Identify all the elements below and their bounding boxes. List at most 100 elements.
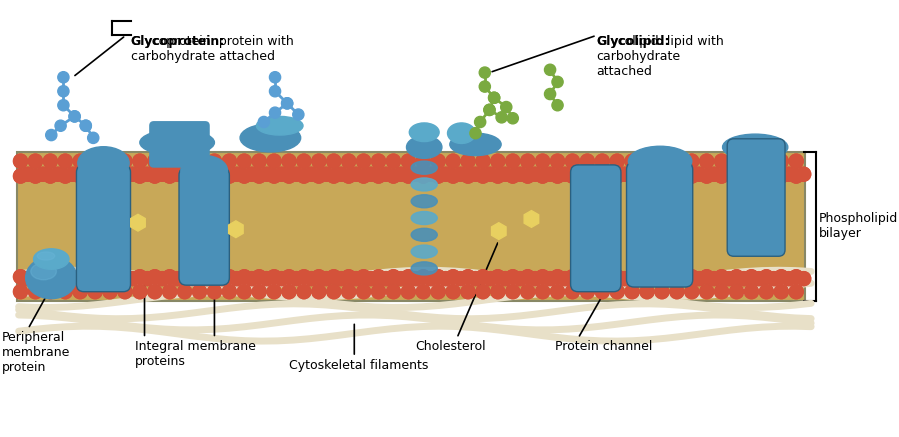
Circle shape xyxy=(498,167,512,181)
Circle shape xyxy=(581,169,594,183)
Circle shape xyxy=(170,167,184,181)
Circle shape xyxy=(387,154,400,168)
Circle shape xyxy=(602,272,617,286)
Text: Cytoskeletal filaments: Cytoskeletal filaments xyxy=(289,359,429,372)
Circle shape xyxy=(550,169,565,183)
Circle shape xyxy=(29,284,42,298)
Circle shape xyxy=(416,169,431,183)
Circle shape xyxy=(760,270,773,284)
Circle shape xyxy=(484,167,497,181)
Circle shape xyxy=(565,169,580,183)
Circle shape xyxy=(670,154,684,168)
Circle shape xyxy=(43,284,58,298)
Circle shape xyxy=(588,272,601,286)
Circle shape xyxy=(647,167,662,181)
Circle shape xyxy=(760,154,773,168)
Circle shape xyxy=(36,272,49,286)
Circle shape xyxy=(475,116,485,128)
Circle shape xyxy=(178,270,191,284)
Circle shape xyxy=(715,270,728,284)
Circle shape xyxy=(767,167,781,181)
Circle shape xyxy=(521,154,535,168)
Circle shape xyxy=(274,167,289,181)
Circle shape xyxy=(147,154,162,168)
Circle shape xyxy=(95,167,110,181)
Circle shape xyxy=(432,284,445,298)
Circle shape xyxy=(699,154,714,168)
Text: Phospholipid
bilayer: Phospholipid bilayer xyxy=(819,212,898,240)
Circle shape xyxy=(588,167,601,181)
Circle shape xyxy=(730,169,743,183)
Circle shape xyxy=(118,284,132,298)
Circle shape xyxy=(529,272,542,286)
Circle shape xyxy=(192,284,207,298)
Circle shape xyxy=(432,154,445,168)
Circle shape xyxy=(289,167,304,181)
Circle shape xyxy=(715,270,728,284)
Circle shape xyxy=(163,169,177,183)
Circle shape xyxy=(722,167,736,181)
Circle shape xyxy=(253,154,266,168)
Circle shape xyxy=(744,169,759,183)
Circle shape xyxy=(282,154,296,168)
Circle shape xyxy=(715,169,728,183)
Circle shape xyxy=(163,154,177,168)
Circle shape xyxy=(51,167,65,181)
Circle shape xyxy=(670,154,684,168)
Circle shape xyxy=(550,284,565,298)
Circle shape xyxy=(297,169,311,183)
Circle shape xyxy=(95,272,110,286)
Circle shape xyxy=(170,167,184,181)
Circle shape xyxy=(685,284,699,298)
Circle shape xyxy=(501,101,512,113)
Circle shape xyxy=(545,88,556,100)
Circle shape xyxy=(208,284,221,298)
Circle shape xyxy=(476,169,490,183)
Circle shape xyxy=(342,284,356,298)
Circle shape xyxy=(29,154,42,168)
Circle shape xyxy=(550,270,565,284)
Circle shape xyxy=(536,154,549,168)
Circle shape xyxy=(640,284,654,298)
Circle shape xyxy=(147,270,162,284)
Circle shape xyxy=(550,169,565,183)
Circle shape xyxy=(185,167,199,181)
Ellipse shape xyxy=(411,228,437,241)
Circle shape xyxy=(670,169,684,183)
Circle shape xyxy=(565,284,580,298)
Circle shape xyxy=(744,154,759,168)
Circle shape xyxy=(699,270,714,284)
Circle shape xyxy=(529,272,542,286)
Circle shape xyxy=(267,284,281,298)
Circle shape xyxy=(357,169,370,183)
Circle shape xyxy=(595,169,610,183)
Circle shape xyxy=(58,154,72,168)
Circle shape xyxy=(663,167,676,181)
Circle shape xyxy=(647,272,662,286)
Ellipse shape xyxy=(411,262,437,275)
Circle shape xyxy=(699,154,714,168)
Ellipse shape xyxy=(26,257,77,298)
Circle shape xyxy=(461,169,475,183)
Circle shape xyxy=(282,169,296,183)
Circle shape xyxy=(13,270,28,284)
Circle shape xyxy=(215,272,229,286)
Circle shape xyxy=(521,284,535,298)
FancyBboxPatch shape xyxy=(179,168,229,285)
Circle shape xyxy=(484,272,497,286)
Circle shape xyxy=(498,167,512,181)
Circle shape xyxy=(253,169,266,183)
Circle shape xyxy=(789,154,803,168)
Circle shape xyxy=(744,270,759,284)
Circle shape xyxy=(349,167,363,181)
Circle shape xyxy=(491,284,505,298)
Circle shape xyxy=(312,154,325,168)
Circle shape xyxy=(454,167,467,181)
Circle shape xyxy=(685,270,699,284)
Circle shape xyxy=(513,272,527,286)
Circle shape xyxy=(66,167,80,181)
Circle shape xyxy=(625,169,639,183)
FancyBboxPatch shape xyxy=(627,162,693,287)
Circle shape xyxy=(237,154,251,168)
Circle shape xyxy=(476,270,490,284)
